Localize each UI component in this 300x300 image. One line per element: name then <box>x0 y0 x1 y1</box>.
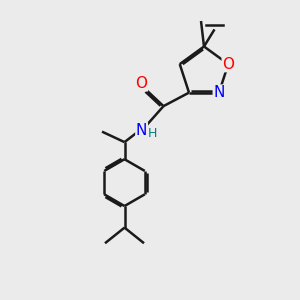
Text: O: O <box>222 57 234 72</box>
Text: H: H <box>148 127 157 140</box>
Text: N: N <box>213 85 225 100</box>
Text: O: O <box>135 76 147 91</box>
Text: N: N <box>136 123 147 138</box>
